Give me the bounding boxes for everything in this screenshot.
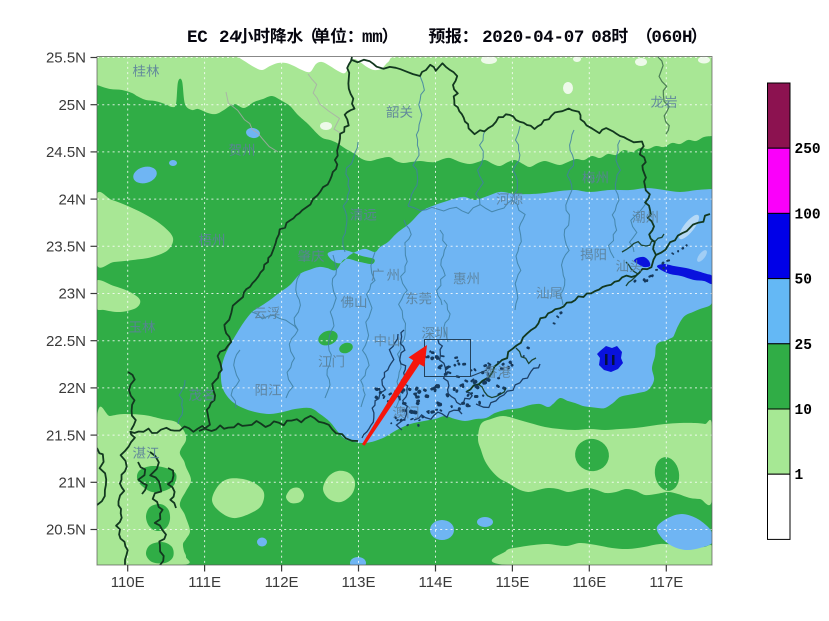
svg-text:08: 08	[591, 28, 611, 48]
svg-text:22N: 22N	[58, 380, 86, 397]
svg-text:116E: 116E	[572, 574, 606, 591]
svg-text:110E: 110E	[111, 574, 145, 591]
svg-text:21N: 21N	[58, 475, 86, 492]
svg-text:20.5N: 20.5N	[46, 522, 86, 539]
svg-text:100: 100	[795, 207, 821, 223]
svg-text:25: 25	[795, 338, 812, 354]
svg-text:2020-04-07: 2020-04-07	[482, 28, 584, 48]
svg-text:21.5N: 21.5N	[46, 427, 86, 444]
svg-text:115E: 115E	[495, 574, 529, 591]
svg-text:mm: mm	[362, 28, 382, 48]
svg-text:10: 10	[795, 403, 812, 419]
svg-text:25.5N: 25.5N	[46, 50, 86, 67]
svg-text:112E: 112E	[265, 574, 299, 591]
svg-text:24N: 24N	[58, 191, 86, 208]
svg-text:060H: 060H	[651, 28, 692, 48]
svg-text:22.5N: 22.5N	[46, 333, 86, 350]
svg-text:EC: EC	[187, 28, 208, 48]
svg-text:114E: 114E	[419, 574, 453, 591]
svg-text:117E: 117E	[649, 574, 683, 591]
svg-text:1: 1	[795, 468, 804, 484]
svg-text:113E: 113E	[342, 574, 376, 591]
svg-text:250: 250	[795, 142, 821, 158]
svg-text:111E: 111E	[188, 574, 221, 591]
svg-text:23N: 23N	[58, 286, 86, 303]
svg-text:24: 24	[219, 28, 239, 48]
svg-text:24.5N: 24.5N	[46, 144, 86, 161]
svg-text:50: 50	[795, 273, 812, 289]
svg-text:25N: 25N	[58, 97, 86, 114]
svg-text:23.5N: 23.5N	[46, 239, 86, 256]
